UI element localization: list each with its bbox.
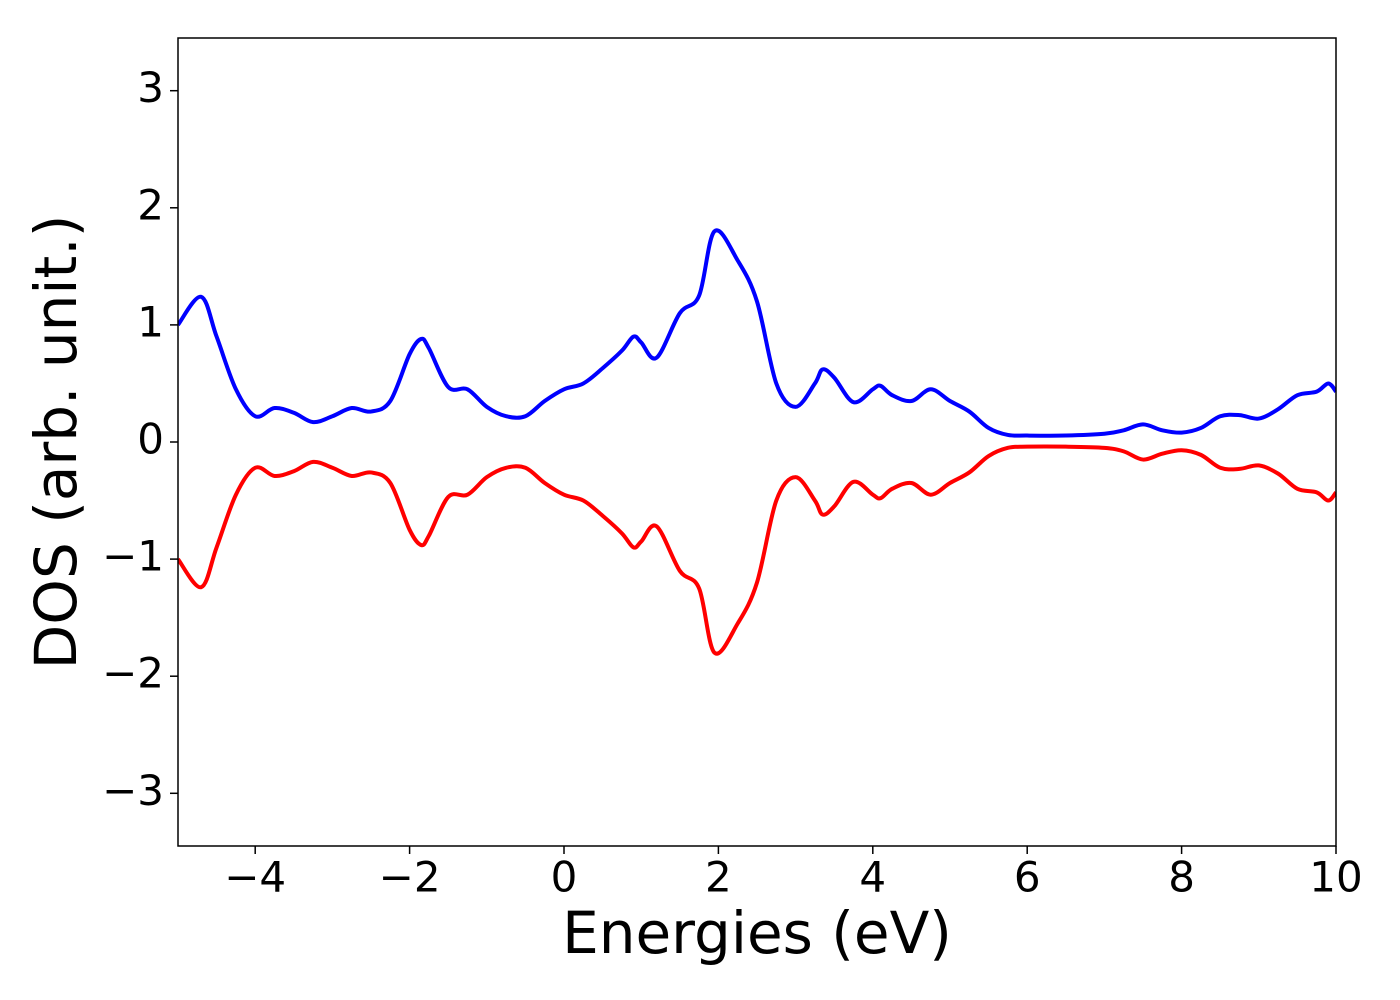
x-tick-label: 8 [1168, 853, 1195, 902]
x-tick-label: 6 [1014, 853, 1041, 902]
x-axis-label: Energies (eV) [562, 899, 952, 967]
dos-line [178, 228, 1336, 438]
y-tick-label: 2 [137, 180, 164, 229]
x-tick-label: −2 [379, 853, 441, 902]
y-tick-label: −2 [102, 649, 164, 698]
y-tick-label: 1 [137, 297, 164, 346]
x-tick-label: 2 [705, 853, 732, 902]
y-tick-label: −3 [102, 766, 164, 815]
x-tick-label: 10 [1309, 853, 1362, 902]
y-axis-label: DOS (arb. unit.) [22, 215, 90, 670]
x-tick-label: 0 [551, 853, 578, 902]
y-tick-label: −1 [102, 532, 164, 581]
dos-line [178, 444, 1336, 656]
x-tick-label: 4 [859, 853, 886, 902]
y-tick-label: 3 [137, 63, 164, 112]
x-tick-label: −4 [224, 853, 286, 902]
y-tick-label: 0 [137, 415, 164, 464]
plot-frame [177, 37, 1337, 847]
